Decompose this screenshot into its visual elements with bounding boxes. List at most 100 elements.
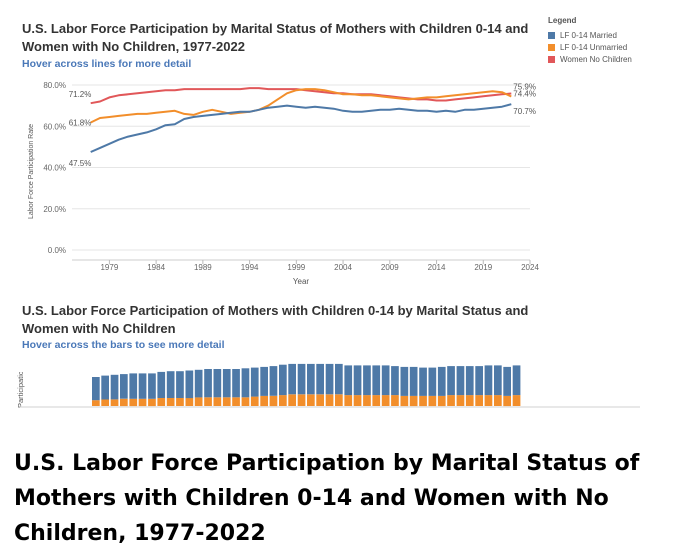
legend-swatch-married [548,31,555,39]
y-tick-label: 20.0% [43,205,66,214]
bar-lf-0-14-married-2017 [465,366,474,396]
bar-lf-0-14-unmarried-1997 [279,395,287,406]
x-tick-label: 1979 [100,263,118,272]
bar-lf-0-14-unmarried-2000 [307,394,315,406]
bar-lf-0-14-unmarried-2019 [484,395,493,406]
bar-lf-0-14-unmarried-1986 [176,398,184,406]
bar-lf-0-14-married-2005 [353,365,362,396]
bar-lf-0-14-married-2018 [475,366,483,396]
y-tick-label: 60.0% [43,122,66,131]
bar-lf-0-14-married-1991 [222,369,231,398]
x-axis-label: Year [293,277,310,286]
data-label-end: 70.7% [513,107,536,116]
legend-label: Women No Children [560,54,632,64]
bar-lf-0-14-unmarried-2010 [400,395,409,407]
bar-lf-0-14-married-2006 [363,365,371,396]
legend-label: LF 0-14 Unmarried [560,42,628,52]
bar-lf-0-14-unmarried-1985 [166,398,175,406]
bar-lf-0-14-unmarried-1984 [157,398,166,406]
bar-lf-0-14-married-1999 [297,363,306,395]
data-label-start: 47.5% [69,159,92,168]
bar-lf-0-14-married-1979 [110,374,119,400]
bar-lf-0-14-unmarried-1987 [185,398,194,406]
bar-lf-0-14-married-2022 [512,365,521,396]
bar-lf-0-14-unmarried-2001 [316,394,324,406]
bar-lf-0-14-married-1993 [241,368,250,398]
bar-lf-0-14-unmarried-1981 [129,398,138,407]
bar-lf-0-14-married-2002 [325,363,334,395]
y-tick-label: 0.0% [48,246,66,255]
bar-lf-0-14-unmarried-2011 [409,395,418,407]
bar-lf-0-14-married-1984 [157,371,166,398]
bar-lf-0-14-unmarried-1989 [204,397,212,406]
legend-item-married[interactable]: LF 0-14 Married [548,29,632,41]
bar-lf-0-14-unmarried-1998 [288,394,296,406]
bar-lf-0-14-unmarried-1980 [120,398,128,407]
bar-lf-0-14-married-2004 [344,365,353,396]
bar-lf-0-14-married-2013 [428,367,437,396]
bar-lf-0-14-unmarried-2004 [344,395,353,406]
bar-lf-0-14-unmarried-2007 [372,395,381,406]
bar-lf-0-14-unmarried-2014 [437,395,446,407]
bar-lf-0-14-married-1985 [166,371,175,398]
bar-lf-0-14-unmarried-2003 [335,394,343,406]
bar-lf-0-14-unmarried-2020 [494,395,502,406]
bar-lf-0-14-married-1994 [250,367,259,397]
bar-lf-0-14-married-1996 [269,366,278,396]
bar-lf-0-14-unmarried-2015 [447,395,455,406]
bar-lf-0-14-married-2012 [419,367,427,396]
line-chart[interactable]: 0.0% 20.0% 40.0% 60.0% 80.0% 1979 1984 1989 1994… [0,0,677,300]
bar-lf-0-14-married-1995 [260,366,268,396]
bar-lf-0-14-married-2007 [372,365,381,396]
bar-lf-0-14-married-2014 [437,366,446,396]
bar-lf-0-14-unmarried-2018 [475,395,483,406]
bar-lf-0-14-married-2010 [400,366,409,396]
bar-lf-0-14-married-1988 [194,369,203,398]
bar-lf-0-14-married-2015 [447,366,455,396]
bar-lf-0-14-unmarried-1983 [148,398,156,407]
bar-chart-y-axis-label: Participation Rate [14,372,28,408]
bar-lf-0-14-married-2003 [335,363,343,395]
x-tick-label: 1989 [194,263,212,272]
legend-item-no-children[interactable]: Women No Children [548,53,632,65]
bar-lf-0-14-unmarried-2021 [503,395,511,407]
bar-lf-0-14-unmarried-2005 [353,395,362,406]
bar-lf-0-14-unmarried-1994 [250,396,259,406]
legend-swatch-unmarried [548,43,555,51]
data-label-end: 75.9% [513,82,536,91]
line-chart-title: U.S. Labor Force Participation by Marita… [22,21,529,54]
data-label-start: 61.8% [69,119,92,128]
x-tick-label: 2009 [381,263,399,272]
bar-lf-0-14-married-1997 [279,364,287,396]
bar-lf-0-14-married-1990 [213,369,222,398]
bar-lf-0-14-married-2000 [307,363,315,395]
legend-item-unmarried[interactable]: LF 0-14 Unmarried [548,41,632,53]
bar-lf-0-14-unmarried-2017 [465,395,474,406]
bar-lf-0-14-married-1980 [120,374,128,399]
bar-lf-0-14-unmarried-1999 [297,394,306,406]
x-tick-label: 2014 [428,263,446,272]
bar-lf-0-14-unmarried-1992 [232,397,240,406]
bar-lf-0-14-married-2020 [494,365,502,396]
bar-lf-0-14-married-2011 [409,366,418,396]
bar-lf-0-14-unmarried-1982 [138,398,147,407]
bar-lf-0-14-married-2019 [484,365,493,396]
bar-lf-0-14-unmarried-1995 [260,395,268,407]
bar-lf-0-14-married-1986 [176,371,184,398]
bar-lf-0-14-unmarried-2016 [456,395,465,406]
data-label-end: 74.4% [513,90,536,99]
x-tick-label: 2024 [521,263,539,272]
legend: Legend LF 0-14 Married LF 0-14 Unmarried… [548,16,632,65]
x-tick-label: 1994 [241,263,259,272]
x-tick-label: 2004 [334,263,352,272]
bar-chart-title: U.S. Labor Force Participation of Mother… [22,303,529,336]
bar-lf-0-14-unmarried-1979 [110,399,119,406]
bar-lf-0-14-married-1982 [138,373,147,399]
x-tick-label: 1984 [147,263,165,272]
bar-lf-0-14-unmarried-2006 [363,395,371,406]
bar-lf-0-14-unmarried-1993 [241,397,250,406]
bar-lf-0-14-unmarried-2012 [419,395,427,407]
bar-lf-0-14-married-2008 [381,365,390,396]
series-line-lf-0-14-unmarried [90,88,512,124]
bar-lf-0-14-unmarried-1988 [194,397,203,406]
